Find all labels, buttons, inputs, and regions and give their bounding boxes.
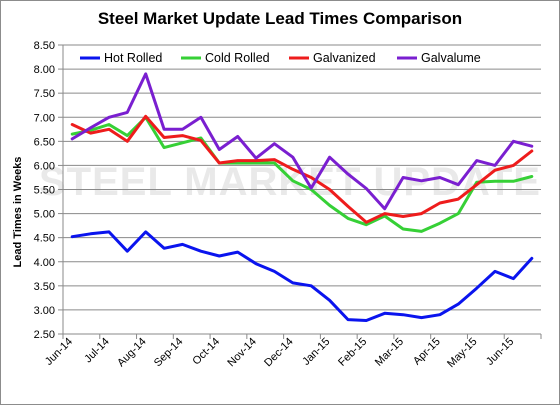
y-tick-label: 8.50 bbox=[34, 40, 55, 52]
x-tick-label: Apr-15 bbox=[411, 336, 443, 368]
x-tick-label: Jul-14 bbox=[82, 336, 112, 366]
x-tick-label: Nov-14 bbox=[225, 336, 259, 370]
legend-label-hot-rolled: Hot Rolled bbox=[104, 51, 162, 65]
y-tick-label: 6.00 bbox=[34, 160, 55, 172]
legend-label-cold-rolled: Cold Rolled bbox=[205, 51, 270, 65]
y-tick-label: 2.50 bbox=[34, 329, 55, 341]
legend-label-galvalume: Galvalume bbox=[421, 51, 481, 65]
y-tick-label: 5.00 bbox=[34, 209, 55, 221]
y-tick-label: 7.00 bbox=[34, 112, 55, 124]
x-tick-label: Mar-15 bbox=[373, 336, 406, 369]
series-line-cold-rolled bbox=[70, 115, 534, 233]
y-tick-label: 8.00 bbox=[34, 64, 55, 76]
y-tick-label: 3.50 bbox=[34, 281, 55, 293]
y-tick-label: 3.00 bbox=[34, 305, 55, 317]
series-line-galvalume bbox=[70, 72, 534, 211]
legend: Hot Rolled Cold Rolled Galvanized Galvalume bbox=[80, 51, 481, 65]
y-tick-label: 5.50 bbox=[34, 185, 55, 197]
series-line-hot-rolled bbox=[70, 230, 534, 322]
x-tick-label: Jan-15 bbox=[300, 336, 332, 368]
x-tick-label: May-15 bbox=[445, 336, 479, 370]
x-tick-label: Jun-15 bbox=[484, 336, 516, 368]
legend-label-galvanized: Galvanized bbox=[313, 51, 376, 65]
gridlines bbox=[63, 44, 541, 335]
y-tick-label: 6.50 bbox=[34, 136, 55, 148]
chart-title: Steel Market Update Lead Times Compariso… bbox=[97, 9, 463, 28]
y-tick-label: 4.00 bbox=[34, 257, 55, 269]
x-tick-label: Sep-14 bbox=[152, 336, 186, 370]
y-tick-label: 4.50 bbox=[34, 233, 55, 245]
y-tick-label: 7.50 bbox=[34, 88, 55, 100]
x-tick-label: Oct-14 bbox=[190, 336, 222, 368]
x-tick-label: Dec-14 bbox=[262, 336, 296, 370]
x-tick-label: Feb-15 bbox=[336, 336, 369, 369]
series-lines bbox=[70, 72, 534, 322]
y-axis-title: Lead Times in Weeks bbox=[12, 157, 24, 268]
x-tick-label: Aug-14 bbox=[115, 336, 149, 370]
